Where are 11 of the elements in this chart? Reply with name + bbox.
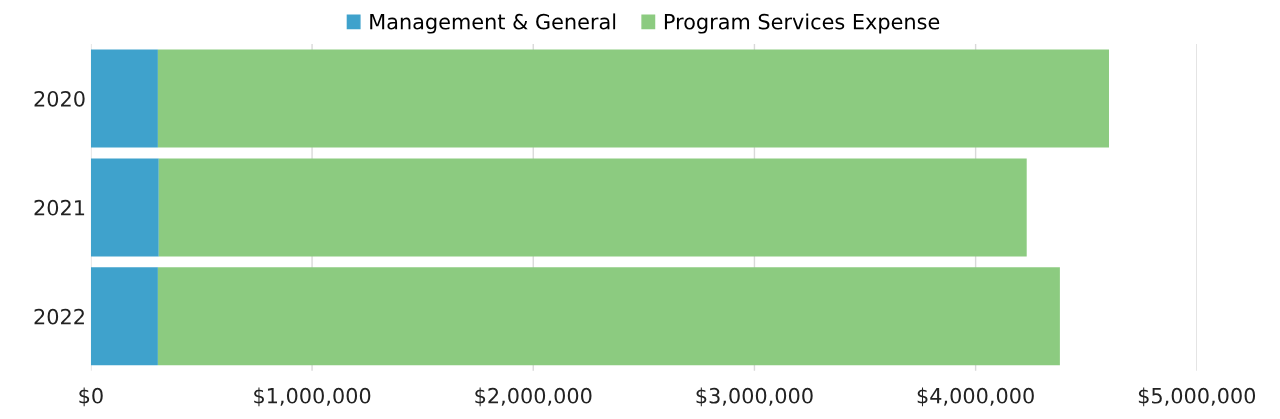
x-tick-label: $4,000,000 xyxy=(917,387,1034,407)
x-tick-label: $5,000,000 xyxy=(1138,387,1256,407)
x-tick-label: $1,000,000 xyxy=(254,387,371,407)
x-tick-label: $0 xyxy=(79,387,103,407)
legend-label: Program Services Expense xyxy=(664,13,940,34)
x-tick-label: $2,000,000 xyxy=(475,387,592,407)
y-tick-label: 2021 xyxy=(34,199,85,216)
legend-label: Management & General xyxy=(370,13,616,34)
x-tick-label: $3,000,000 xyxy=(696,387,813,407)
y-tick-label: 2020 xyxy=(34,90,85,107)
y-tick-label: 2022 xyxy=(34,308,84,325)
